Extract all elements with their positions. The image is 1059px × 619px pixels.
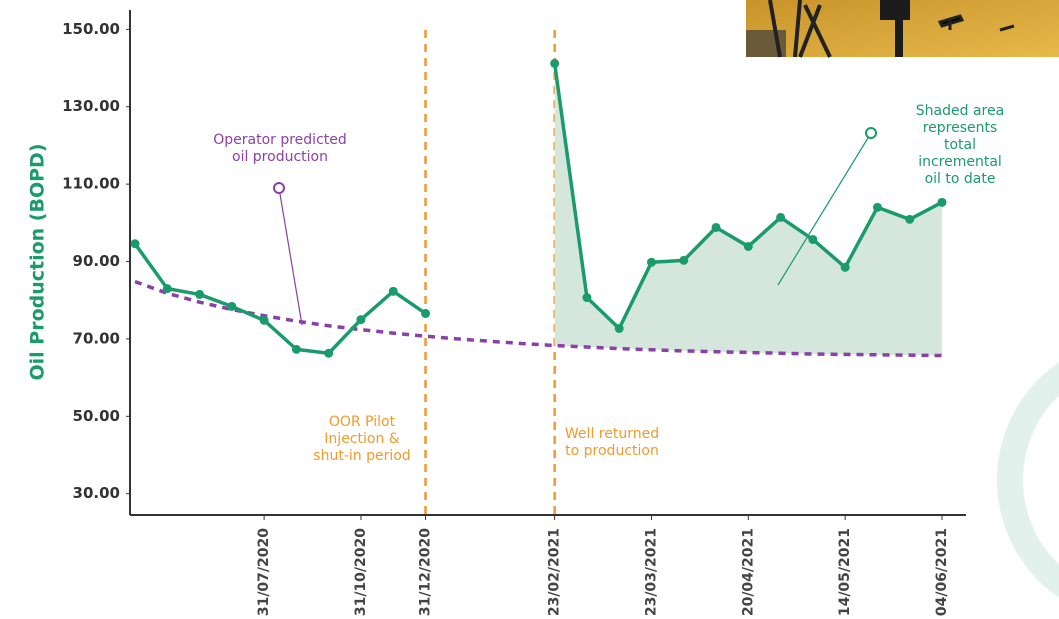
- x-tick-label: 04/06/2021: [934, 528, 950, 616]
- x-tick-label: 14/05/2021: [837, 528, 853, 616]
- y-tick-label: 70.00: [73, 329, 120, 347]
- photo: [746, 0, 1059, 58]
- shaded-area: [554, 63, 942, 356]
- point: [324, 348, 334, 358]
- point: [905, 214, 915, 224]
- annotation: Well returned to production: [564, 426, 660, 459]
- point: [711, 222, 721, 232]
- point: [840, 262, 850, 272]
- x-tick-label: 31/12/2020: [418, 528, 434, 616]
- annotation-pointer: [278, 187, 303, 326]
- y-tick-label: 30.00: [73, 484, 120, 502]
- point: [162, 284, 172, 294]
- point: [291, 344, 301, 354]
- annotation-marker: [273, 182, 285, 194]
- y-tick-label: 150.00: [62, 20, 120, 38]
- point: [550, 58, 560, 68]
- point: [743, 241, 753, 251]
- annotation: Shaded area represents total incremental…: [915, 103, 1005, 187]
- point: [614, 323, 624, 333]
- dashed-line: [134, 280, 943, 358]
- annotation-marker: [865, 127, 877, 139]
- y-axis-title: Oil Production (BOPD): [27, 143, 49, 380]
- y-tick-label: 130.00: [62, 97, 120, 115]
- x-tick-label: 31/10/2020: [353, 528, 369, 616]
- point: [195, 289, 205, 299]
- point: [646, 257, 656, 267]
- annotation: Operator predicted oil production: [213, 132, 347, 165]
- point: [130, 239, 140, 249]
- point: [388, 286, 398, 296]
- point: [227, 301, 237, 311]
- point: [776, 212, 786, 222]
- point: [582, 293, 592, 303]
- point: [872, 202, 882, 212]
- annotation: OOR Pilot Injection & shut-in period: [313, 414, 411, 464]
- x-tick-label: 31/07/2020: [256, 528, 272, 616]
- point: [937, 197, 947, 207]
- annotation-pointer: [777, 132, 872, 286]
- y-tick-label: 50.00: [73, 407, 120, 425]
- x-tick-label: 23/03/2021: [643, 528, 659, 616]
- y-tick-label: 90.00: [73, 252, 120, 270]
- y-tick-label: 110.00: [62, 175, 120, 193]
- point: [808, 234, 818, 244]
- point: [259, 315, 269, 325]
- x-tick-label: 23/02/2021: [547, 528, 563, 616]
- point: [421, 308, 431, 318]
- x-tick-label: 20/04/2021: [740, 528, 756, 616]
- point: [356, 315, 366, 325]
- point: [679, 255, 689, 265]
- decor-circle: [997, 362, 1059, 598]
